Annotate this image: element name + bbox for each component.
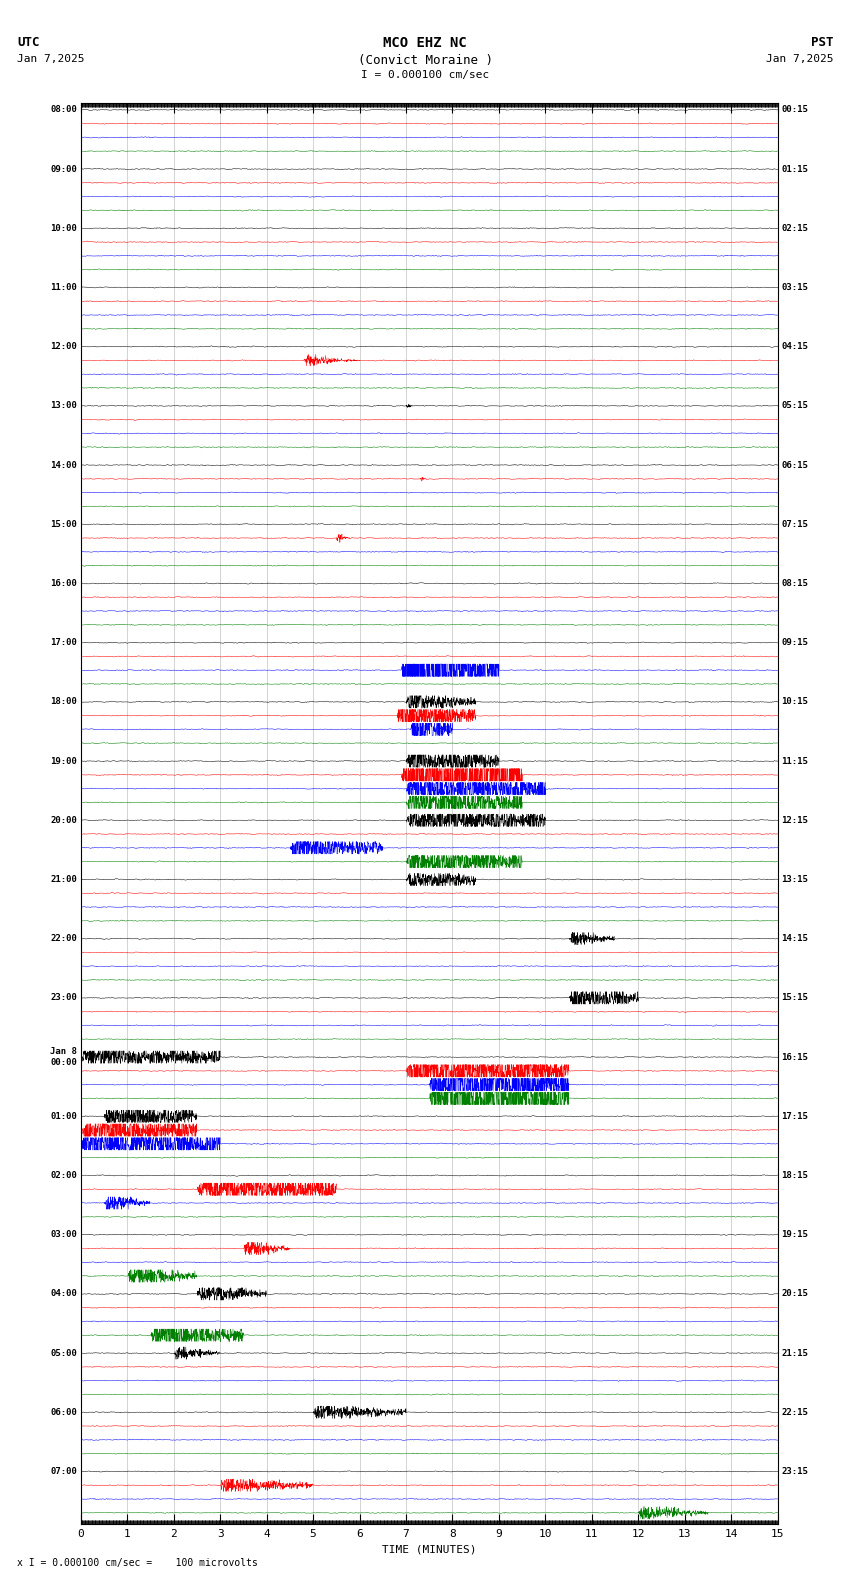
Text: 13:15: 13:15 — [781, 874, 808, 884]
Text: 08:00: 08:00 — [50, 106, 77, 114]
Text: Jan 7,2025: Jan 7,2025 — [766, 54, 833, 63]
Text: x I = 0.000100 cm/sec =    100 microvolts: x I = 0.000100 cm/sec = 100 microvolts — [17, 1559, 258, 1568]
Text: 17:00: 17:00 — [50, 638, 77, 648]
Text: 10:00: 10:00 — [50, 223, 77, 233]
Text: 19:00: 19:00 — [50, 757, 77, 765]
Text: 19:15: 19:15 — [781, 1231, 808, 1239]
Text: 08:15: 08:15 — [781, 580, 808, 588]
Text: 21:15: 21:15 — [781, 1348, 808, 1357]
Text: 16:15: 16:15 — [781, 1053, 808, 1061]
Text: 14:15: 14:15 — [781, 935, 808, 942]
Text: 04:15: 04:15 — [781, 342, 808, 352]
Text: 02:00: 02:00 — [50, 1171, 77, 1180]
Text: MCO EHZ NC: MCO EHZ NC — [383, 36, 467, 51]
Text: 05:15: 05:15 — [781, 401, 808, 410]
Text: 18:15: 18:15 — [781, 1171, 808, 1180]
Text: (Convict Moraine ): (Convict Moraine ) — [358, 54, 492, 67]
Text: 20:15: 20:15 — [781, 1289, 808, 1299]
Text: 12:00: 12:00 — [50, 342, 77, 352]
Text: 00:15: 00:15 — [781, 106, 808, 114]
Text: 22:15: 22:15 — [781, 1408, 808, 1416]
Text: 11:00: 11:00 — [50, 284, 77, 291]
Text: 13:00: 13:00 — [50, 401, 77, 410]
Text: PST: PST — [811, 36, 833, 49]
Text: Jan 7,2025: Jan 7,2025 — [17, 54, 84, 63]
Text: I = 0.000100 cm/sec: I = 0.000100 cm/sec — [361, 70, 489, 79]
Text: 17:15: 17:15 — [781, 1112, 808, 1121]
Text: 09:15: 09:15 — [781, 638, 808, 648]
Text: 09:00: 09:00 — [50, 165, 77, 174]
Text: 15:00: 15:00 — [50, 520, 77, 529]
Text: 23:15: 23:15 — [781, 1467, 808, 1476]
Text: 05:00: 05:00 — [50, 1348, 77, 1357]
Text: Jan 8
00:00: Jan 8 00:00 — [50, 1047, 77, 1066]
Text: 06:00: 06:00 — [50, 1408, 77, 1416]
Text: 01:00: 01:00 — [50, 1112, 77, 1121]
Text: 14:00: 14:00 — [50, 461, 77, 469]
Text: 01:15: 01:15 — [781, 165, 808, 174]
Text: 10:15: 10:15 — [781, 697, 808, 706]
Text: 02:15: 02:15 — [781, 223, 808, 233]
X-axis label: TIME (MINUTES): TIME (MINUTES) — [382, 1544, 477, 1554]
Text: 06:15: 06:15 — [781, 461, 808, 469]
Text: 03:00: 03:00 — [50, 1231, 77, 1239]
Text: 21:00: 21:00 — [50, 874, 77, 884]
Text: 07:15: 07:15 — [781, 520, 808, 529]
Text: 11:15: 11:15 — [781, 757, 808, 765]
Text: 15:15: 15:15 — [781, 993, 808, 1003]
Text: 18:00: 18:00 — [50, 697, 77, 706]
Text: 16:00: 16:00 — [50, 580, 77, 588]
Text: UTC: UTC — [17, 36, 39, 49]
Text: 03:15: 03:15 — [781, 284, 808, 291]
Text: 04:00: 04:00 — [50, 1289, 77, 1299]
Text: 23:00: 23:00 — [50, 993, 77, 1003]
Text: 12:15: 12:15 — [781, 816, 808, 825]
Text: 22:00: 22:00 — [50, 935, 77, 942]
Text: 07:00: 07:00 — [50, 1467, 77, 1476]
Text: 20:00: 20:00 — [50, 816, 77, 825]
